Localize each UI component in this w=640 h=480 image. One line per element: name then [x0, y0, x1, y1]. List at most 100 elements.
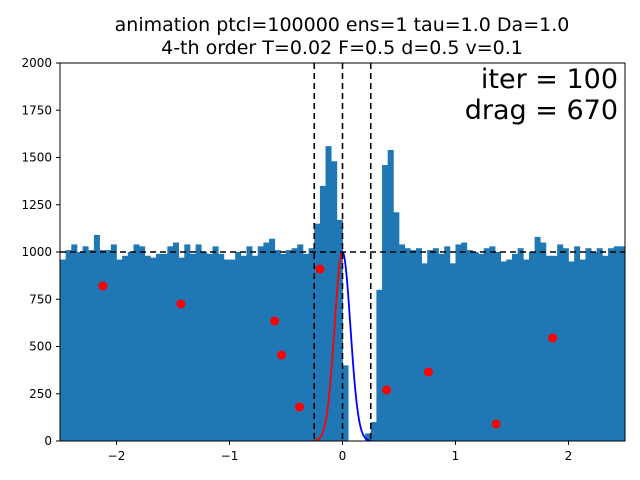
y-tick-label: 1500: [21, 151, 52, 165]
histogram-bar: [506, 259, 513, 441]
histogram-bar: [551, 255, 558, 441]
histogram-bar: [483, 248, 490, 441]
histogram-bar: [512, 253, 518, 441]
scatter-point: [176, 299, 186, 309]
histogram-bar: [269, 238, 276, 441]
histogram-bar: [274, 250, 281, 441]
x-tick-label: 1: [452, 449, 460, 463]
histogram-bar: [144, 255, 151, 441]
scatter-point: [423, 367, 433, 377]
histogram-bars: [60, 146, 626, 441]
histogram-bar: [404, 248, 411, 441]
histogram-bar: [71, 244, 78, 441]
histogram-bar: [263, 242, 270, 441]
histogram-bar: [613, 246, 620, 441]
histogram-bar: [365, 433, 372, 441]
y-tick-label: 0: [44, 434, 52, 448]
histogram-bar: [568, 261, 575, 441]
histogram-bar: [314, 223, 321, 441]
histogram-bar: [229, 259, 236, 441]
histogram-bar: [387, 149, 394, 441]
iter-annotation: iter = 100: [481, 64, 618, 95]
histogram-bar: [478, 253, 485, 441]
histogram-bar: [99, 250, 106, 441]
histogram-bar: [319, 185, 326, 441]
histogram-bar: [122, 255, 129, 441]
histogram-bar: [461, 242, 468, 441]
histogram-bar: [88, 250, 95, 441]
histogram-bar: [206, 253, 213, 441]
histogram-bar: [336, 219, 343, 441]
histogram-bar: [495, 252, 502, 441]
histogram-bar: [173, 242, 179, 441]
histogram-bar: [218, 253, 225, 441]
left-curve: [314, 251, 344, 442]
histogram-bar: [455, 244, 462, 441]
scatter-point: [295, 402, 305, 412]
chart-title-line-1: animation ptcl=100000 ens=1 tau=1.0 Da=1…: [115, 14, 570, 36]
histogram-bar: [240, 255, 247, 441]
histogram-bar: [325, 146, 332, 441]
histogram-bar: [382, 165, 389, 441]
histogram-bar: [415, 248, 422, 441]
x-axis-ticks: −2 −1 0 1 2: [108, 441, 573, 463]
chart-title-line-2: 4-th order T=0.02 F=0.5 d=0.5 v=0.1: [161, 37, 523, 59]
histogram-bar: [585, 248, 592, 441]
y-tick-label: 750: [29, 292, 52, 306]
y-tick-label: 1750: [21, 103, 52, 117]
histogram-bar: [105, 250, 112, 441]
histogram-bar: [184, 244, 191, 441]
histogram-bar: [189, 253, 196, 441]
histogram-bar: [133, 244, 140, 441]
histogram-bar: [116, 259, 123, 441]
y-tick-label: 1250: [21, 198, 52, 212]
right-curve: [341, 251, 371, 442]
scatter-points: [98, 264, 558, 429]
y-tick-label: 1000: [21, 245, 52, 259]
histogram-bar: [376, 289, 383, 441]
histogram-bar: [427, 250, 434, 441]
histogram-bar: [212, 246, 219, 441]
histogram-bar: [139, 246, 146, 441]
y-tick-label: 250: [29, 387, 52, 401]
histogram-bar: [246, 246, 253, 441]
histogram-bar: [528, 252, 535, 441]
histogram-bar: [60, 259, 66, 441]
histogram-bar: [257, 246, 264, 441]
histogram-bar: [195, 244, 202, 441]
histogram-bar: [127, 252, 134, 441]
histogram-bar: [308, 248, 315, 441]
scatter-point: [382, 385, 392, 395]
histogram-bar: [591, 252, 598, 441]
histogram-bar: [156, 253, 163, 441]
histogram-bar: [370, 422, 377, 441]
histogram-bar: [291, 248, 298, 441]
histogram-bar: [449, 263, 456, 441]
histogram-bar: [602, 255, 609, 441]
histogram-bar: [596, 248, 603, 441]
scatter-point: [98, 281, 108, 291]
histogram-bar: [438, 253, 445, 441]
histogram-bar: [489, 246, 496, 441]
histogram-bar: [280, 253, 287, 441]
histogram-bar: [393, 212, 400, 441]
histogram-bar: [574, 246, 581, 441]
histogram-bar: [235, 252, 242, 441]
histogram-bar: [161, 253, 168, 441]
histogram-bar: [557, 244, 564, 441]
histogram-bar: [619, 246, 626, 441]
histogram-bar: [302, 253, 309, 441]
histogram-bar: [76, 252, 83, 441]
y-tick-label: 2000: [21, 56, 52, 70]
histogram-bar: [110, 244, 117, 441]
histogram-bar: [421, 263, 428, 441]
histogram-bar: [472, 252, 479, 441]
histogram-bar: [286, 250, 292, 441]
x-tick-label: 2: [565, 449, 573, 463]
histogram-bar: [500, 261, 507, 441]
histogram-bar: [432, 248, 439, 441]
histogram-bar: [297, 244, 304, 441]
histogram-bar: [444, 246, 451, 441]
y-tick-label: 500: [29, 340, 52, 354]
histogram-bar: [331, 161, 338, 441]
